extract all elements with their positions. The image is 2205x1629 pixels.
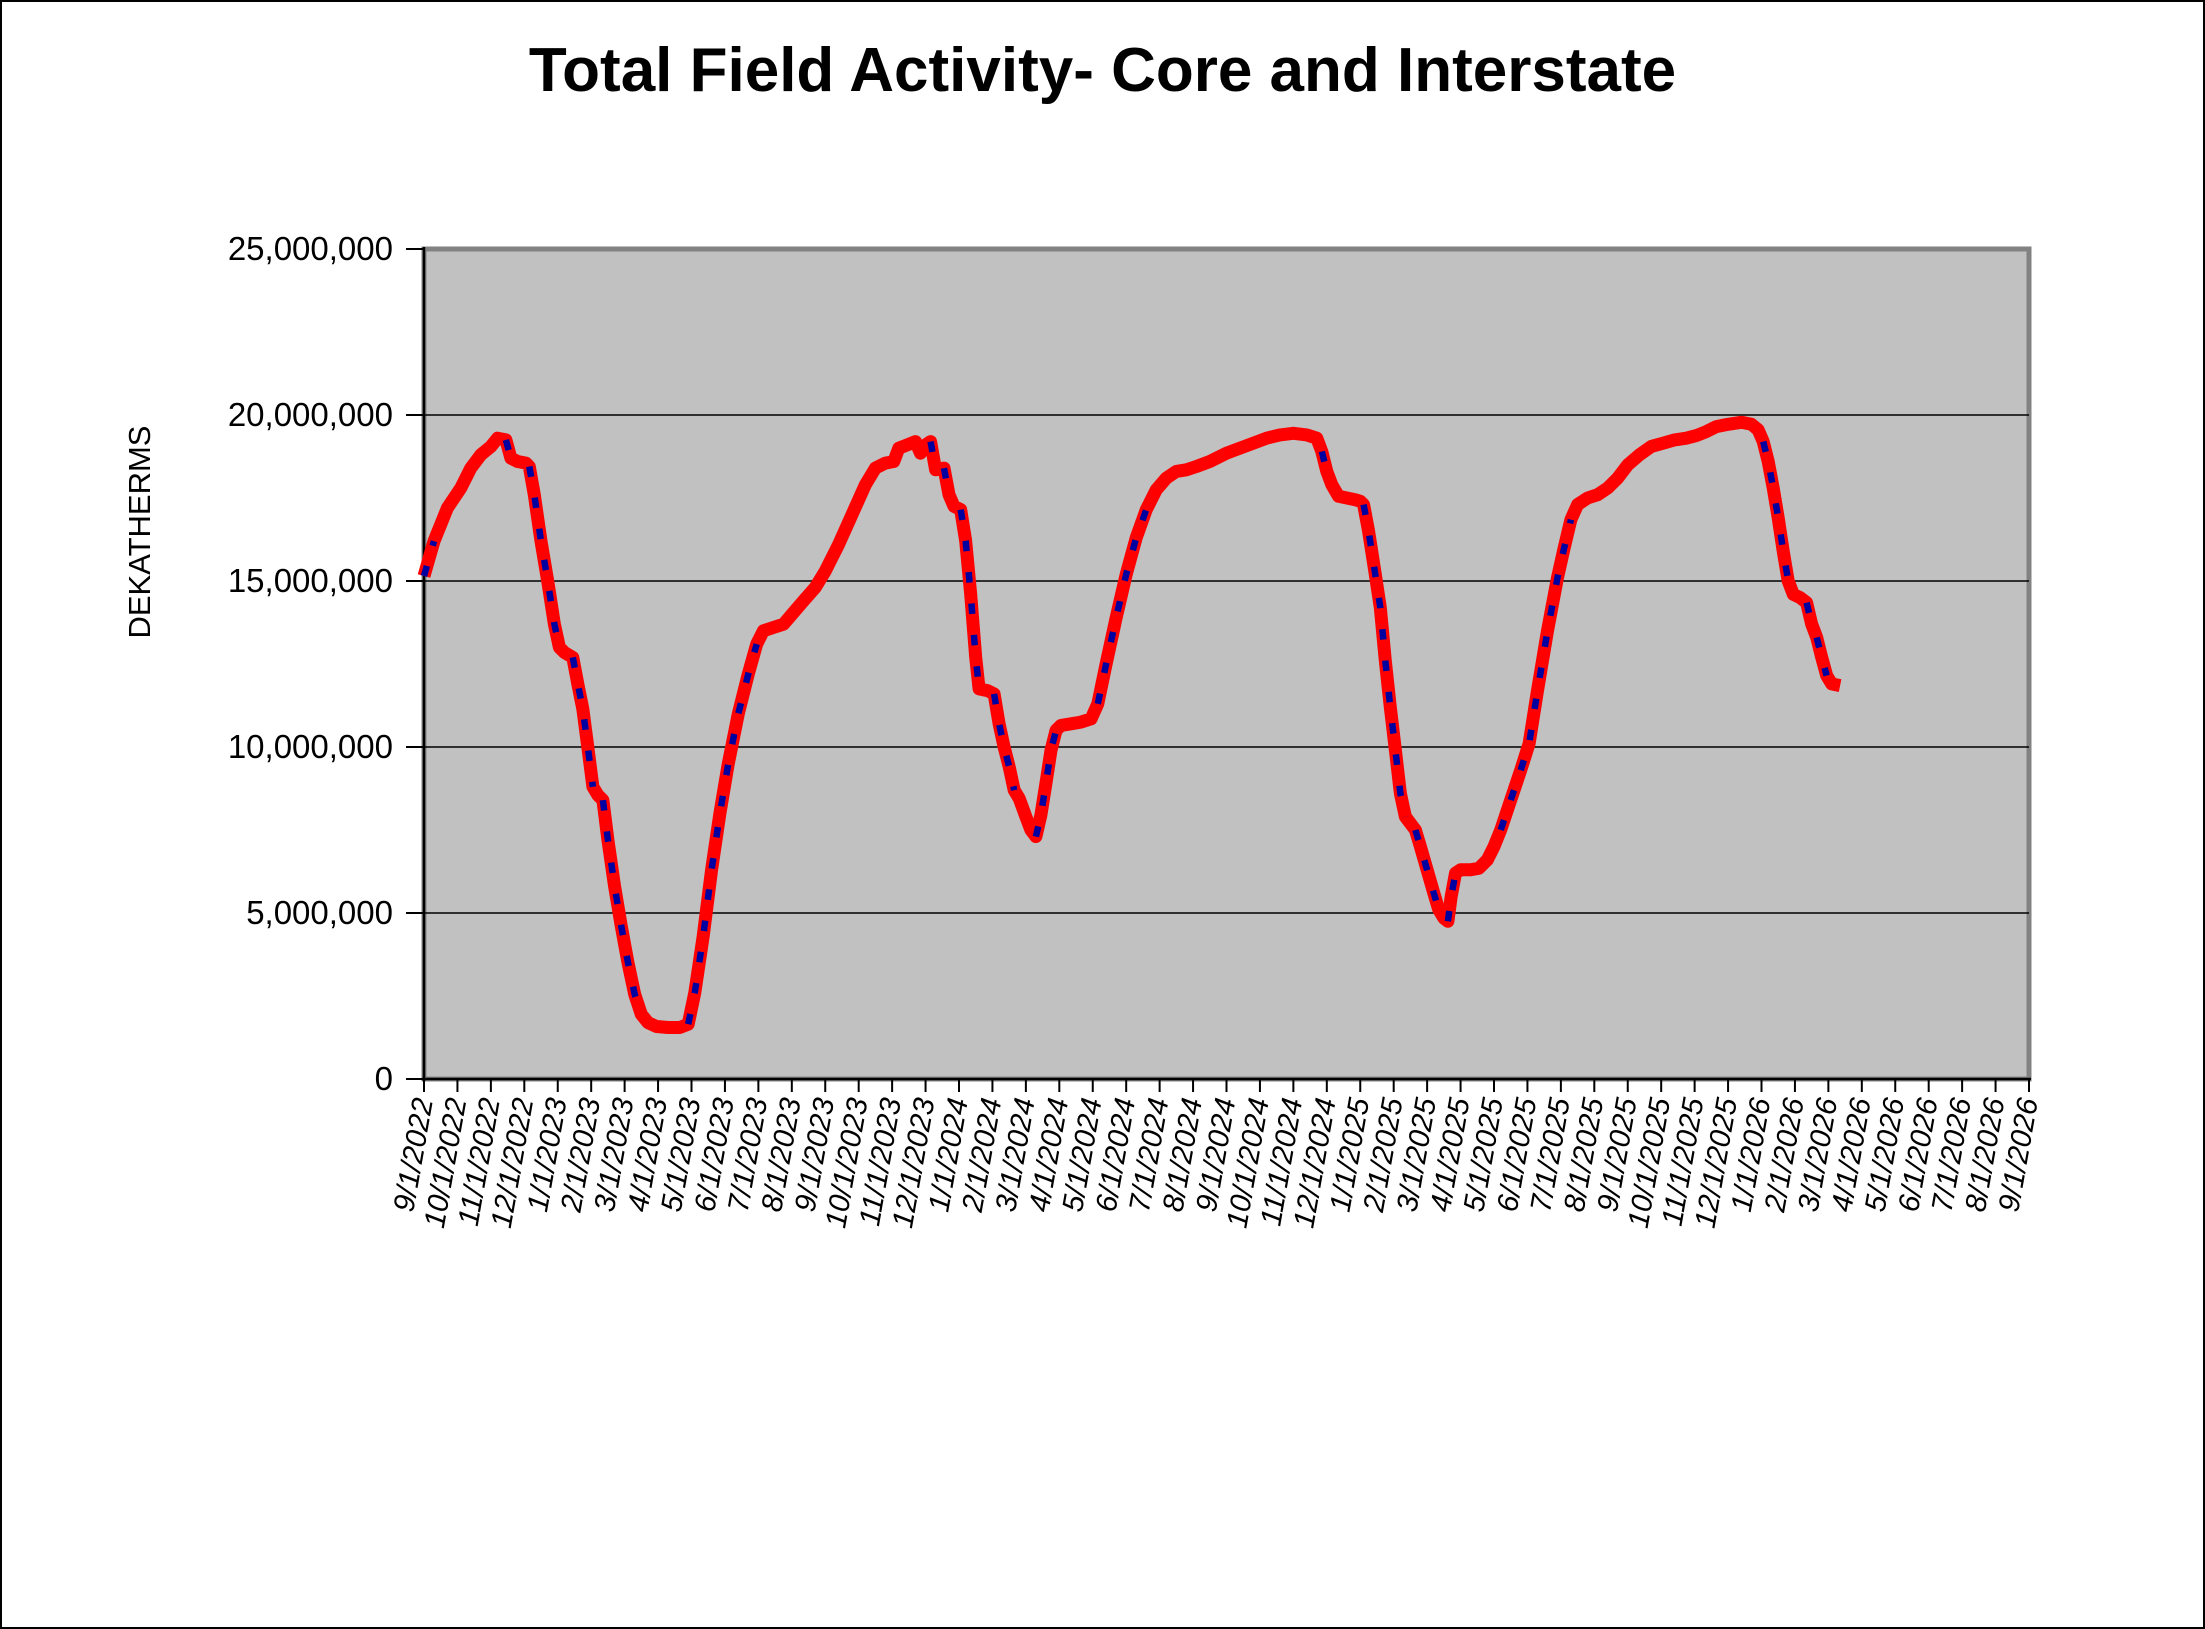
y-axis-title: DEKATHERMS: [122, 425, 157, 638]
gridlines: [424, 414, 2029, 914]
series-blue-dashed-overlay: [420, 439, 1830, 1025]
plot-area: [421, 246, 2032, 1082]
y-tick-label: 25,000,000: [228, 230, 393, 267]
series-red-line: [417, 415, 1842, 1034]
y-tick-label: 20,000,000: [228, 396, 393, 433]
y-tick-label: 5,000,000: [246, 894, 393, 931]
axis-lines: [422, 247, 2031, 1081]
y-tick-label: 10,000,000: [228, 728, 393, 765]
axis-ticks: [406, 248, 2030, 1092]
chart-title: Total Field Activity- Core and Interstat…: [528, 36, 1677, 105]
x-axis-tick-labels: 9/1/202210/1/202211/1/202212/1/20221/1/2…: [387, 1095, 2045, 1231]
y-axis-tick-labels: 0 5,000,000 10,000,000 15,000,000 20,000,000…: [228, 230, 393, 1097]
y-tick-label: 0: [375, 1060, 393, 1097]
y-tick-label: 15,000,000: [228, 562, 393, 599]
